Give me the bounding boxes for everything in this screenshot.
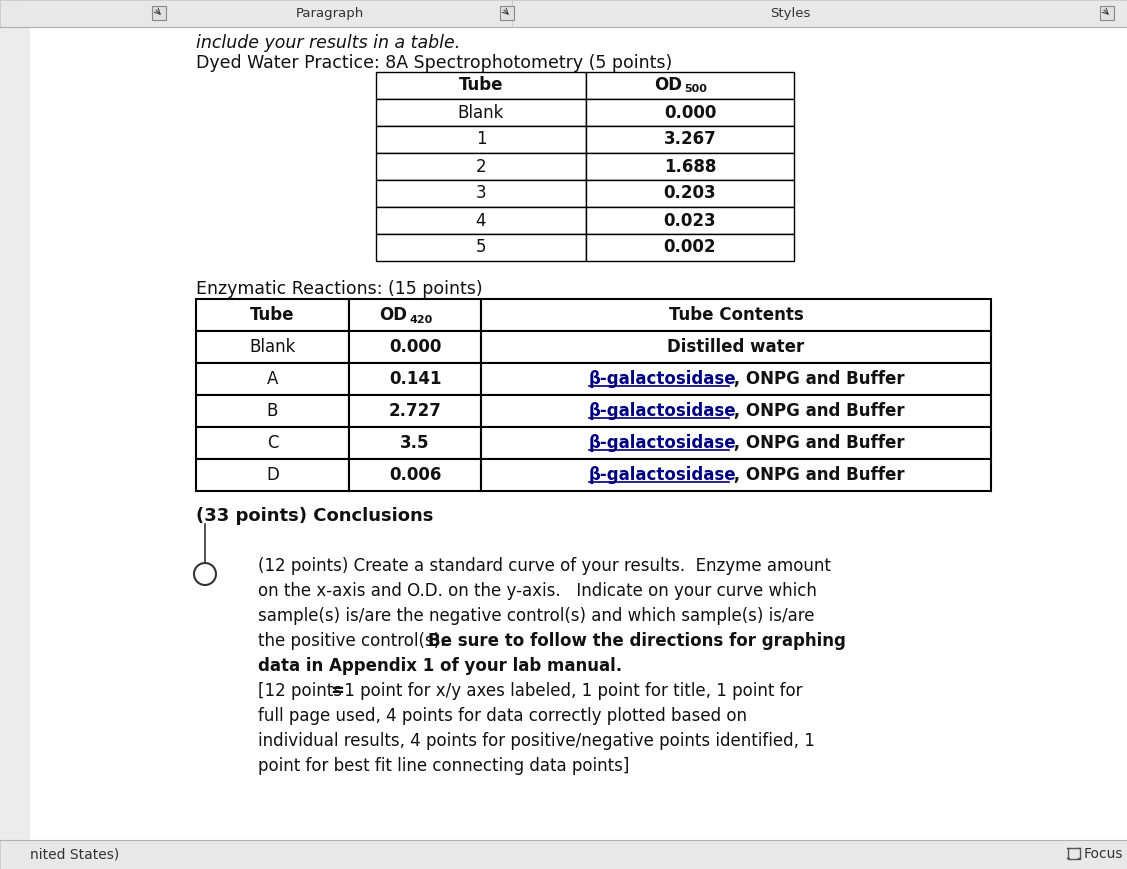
- Text: =: =: [330, 682, 344, 700]
- FancyBboxPatch shape: [349, 331, 481, 363]
- Text: Blank: Blank: [249, 338, 295, 356]
- Text: Tube: Tube: [459, 76, 504, 95]
- Text: Styles: Styles: [770, 8, 810, 21]
- Text: 4: 4: [476, 211, 486, 229]
- Text: point for best fit line connecting data points]: point for best fit line connecting data …: [258, 757, 629, 775]
- Text: 1: 1: [476, 130, 487, 149]
- Text: full page used, 4 points for data correctly plotted based on: full page used, 4 points for data correc…: [258, 707, 747, 725]
- FancyBboxPatch shape: [586, 234, 795, 261]
- FancyBboxPatch shape: [481, 395, 991, 427]
- Text: Distilled water: Distilled water: [667, 338, 805, 356]
- Text: on the x-axis and O.D. on the y-axis.   Indicate on your curve which: on the x-axis and O.D. on the y-axis. In…: [258, 582, 817, 600]
- Text: 5: 5: [476, 238, 486, 256]
- Text: 0.141: 0.141: [389, 370, 442, 388]
- Text: [12 points: [12 points: [258, 682, 347, 700]
- Text: B: B: [267, 402, 278, 420]
- FancyBboxPatch shape: [586, 153, 795, 180]
- FancyBboxPatch shape: [586, 126, 795, 153]
- Text: β-galactosidase: β-galactosidase: [588, 434, 736, 452]
- Text: Dyed Water Practice: 8A Spectrophotometry (5 points): Dyed Water Practice: 8A Spectrophotometr…: [196, 54, 672, 72]
- FancyBboxPatch shape: [481, 331, 991, 363]
- Text: the positive control(s).: the positive control(s).: [258, 632, 456, 650]
- Text: 0.000: 0.000: [389, 338, 441, 356]
- Text: Enzymatic Reactions: (15 points): Enzymatic Reactions: (15 points): [196, 280, 482, 298]
- FancyBboxPatch shape: [196, 427, 349, 459]
- Text: 0.023: 0.023: [664, 211, 717, 229]
- FancyBboxPatch shape: [586, 207, 795, 234]
- FancyBboxPatch shape: [376, 153, 586, 180]
- Text: , ONPG and Buffer: , ONPG and Buffer: [728, 370, 905, 388]
- FancyBboxPatch shape: [349, 363, 481, 395]
- FancyBboxPatch shape: [349, 427, 481, 459]
- FancyBboxPatch shape: [349, 299, 481, 331]
- Text: D: D: [266, 466, 279, 484]
- Text: OD: OD: [379, 306, 407, 324]
- Text: A: A: [267, 370, 278, 388]
- FancyBboxPatch shape: [0, 0, 1127, 27]
- Text: 3.5: 3.5: [400, 434, 429, 452]
- Text: Paragraph: Paragraph: [296, 8, 364, 21]
- Text: 0.002: 0.002: [664, 238, 717, 256]
- Text: nited States): nited States): [30, 847, 119, 861]
- Text: 2: 2: [476, 157, 487, 176]
- FancyBboxPatch shape: [586, 99, 795, 126]
- FancyBboxPatch shape: [376, 72, 586, 99]
- Text: individual results, 4 points for positive/negative points identified, 1: individual results, 4 points for positiv…: [258, 732, 815, 750]
- Text: Tube: Tube: [250, 306, 295, 324]
- Text: 0.203: 0.203: [664, 184, 717, 202]
- Text: data in Appendix 1 of your lab manual.: data in Appendix 1 of your lab manual.: [258, 657, 622, 675]
- Text: 1 point for x/y axes labeled, 1 point for title, 1 point for: 1 point for x/y axes labeled, 1 point fo…: [338, 682, 802, 700]
- Text: (33 points) Conclusions: (33 points) Conclusions: [196, 507, 434, 525]
- FancyBboxPatch shape: [376, 207, 586, 234]
- FancyBboxPatch shape: [481, 299, 991, 331]
- FancyBboxPatch shape: [586, 180, 795, 207]
- FancyBboxPatch shape: [481, 363, 991, 395]
- Text: 0.000: 0.000: [664, 103, 716, 122]
- Text: 2.727: 2.727: [389, 402, 442, 420]
- Text: 500: 500: [684, 84, 707, 95]
- Text: Focus: Focus: [1084, 847, 1124, 861]
- FancyBboxPatch shape: [0, 840, 1127, 869]
- FancyBboxPatch shape: [586, 72, 795, 99]
- FancyBboxPatch shape: [481, 427, 991, 459]
- Text: β-galactosidase: β-galactosidase: [588, 370, 736, 388]
- Text: 0.006: 0.006: [389, 466, 441, 484]
- FancyBboxPatch shape: [196, 395, 349, 427]
- Text: Be sure to follow the directions for graphing: Be sure to follow the directions for gra…: [428, 632, 846, 650]
- Text: β-galactosidase: β-galactosidase: [588, 466, 736, 484]
- Text: β-galactosidase: β-galactosidase: [588, 402, 736, 420]
- Text: 3.267: 3.267: [664, 130, 717, 149]
- Text: , ONPG and Buffer: , ONPG and Buffer: [728, 402, 905, 420]
- FancyBboxPatch shape: [376, 126, 586, 153]
- FancyBboxPatch shape: [196, 363, 349, 395]
- FancyBboxPatch shape: [30, 0, 1127, 840]
- Text: , ONPG and Buffer: , ONPG and Buffer: [728, 466, 905, 484]
- FancyBboxPatch shape: [500, 6, 514, 20]
- Text: sample(s) is/are the negative control(s) and which sample(s) is/are: sample(s) is/are the negative control(s)…: [258, 607, 815, 625]
- FancyBboxPatch shape: [349, 395, 481, 427]
- Text: (12 points) Create a standard curve of your results.  Enzyme amount: (12 points) Create a standard curve of y…: [258, 557, 831, 575]
- Text: include your results in a table.: include your results in a table.: [196, 34, 460, 52]
- Text: C: C: [267, 434, 278, 452]
- Text: 3: 3: [476, 184, 487, 202]
- FancyBboxPatch shape: [481, 459, 991, 491]
- FancyBboxPatch shape: [1100, 6, 1113, 20]
- FancyBboxPatch shape: [376, 234, 586, 261]
- Text: , ONPG and Buffer: , ONPG and Buffer: [728, 434, 905, 452]
- FancyBboxPatch shape: [196, 299, 349, 331]
- FancyBboxPatch shape: [196, 459, 349, 491]
- FancyBboxPatch shape: [376, 99, 586, 126]
- Text: OD: OD: [654, 76, 682, 95]
- Text: 1.688: 1.688: [664, 157, 716, 176]
- Circle shape: [194, 563, 216, 585]
- Text: Blank: Blank: [458, 103, 504, 122]
- Text: Tube Contents: Tube Contents: [668, 306, 804, 324]
- FancyBboxPatch shape: [349, 459, 481, 491]
- FancyBboxPatch shape: [376, 180, 586, 207]
- FancyBboxPatch shape: [196, 331, 349, 363]
- FancyBboxPatch shape: [152, 6, 166, 20]
- Text: 420: 420: [409, 315, 433, 325]
